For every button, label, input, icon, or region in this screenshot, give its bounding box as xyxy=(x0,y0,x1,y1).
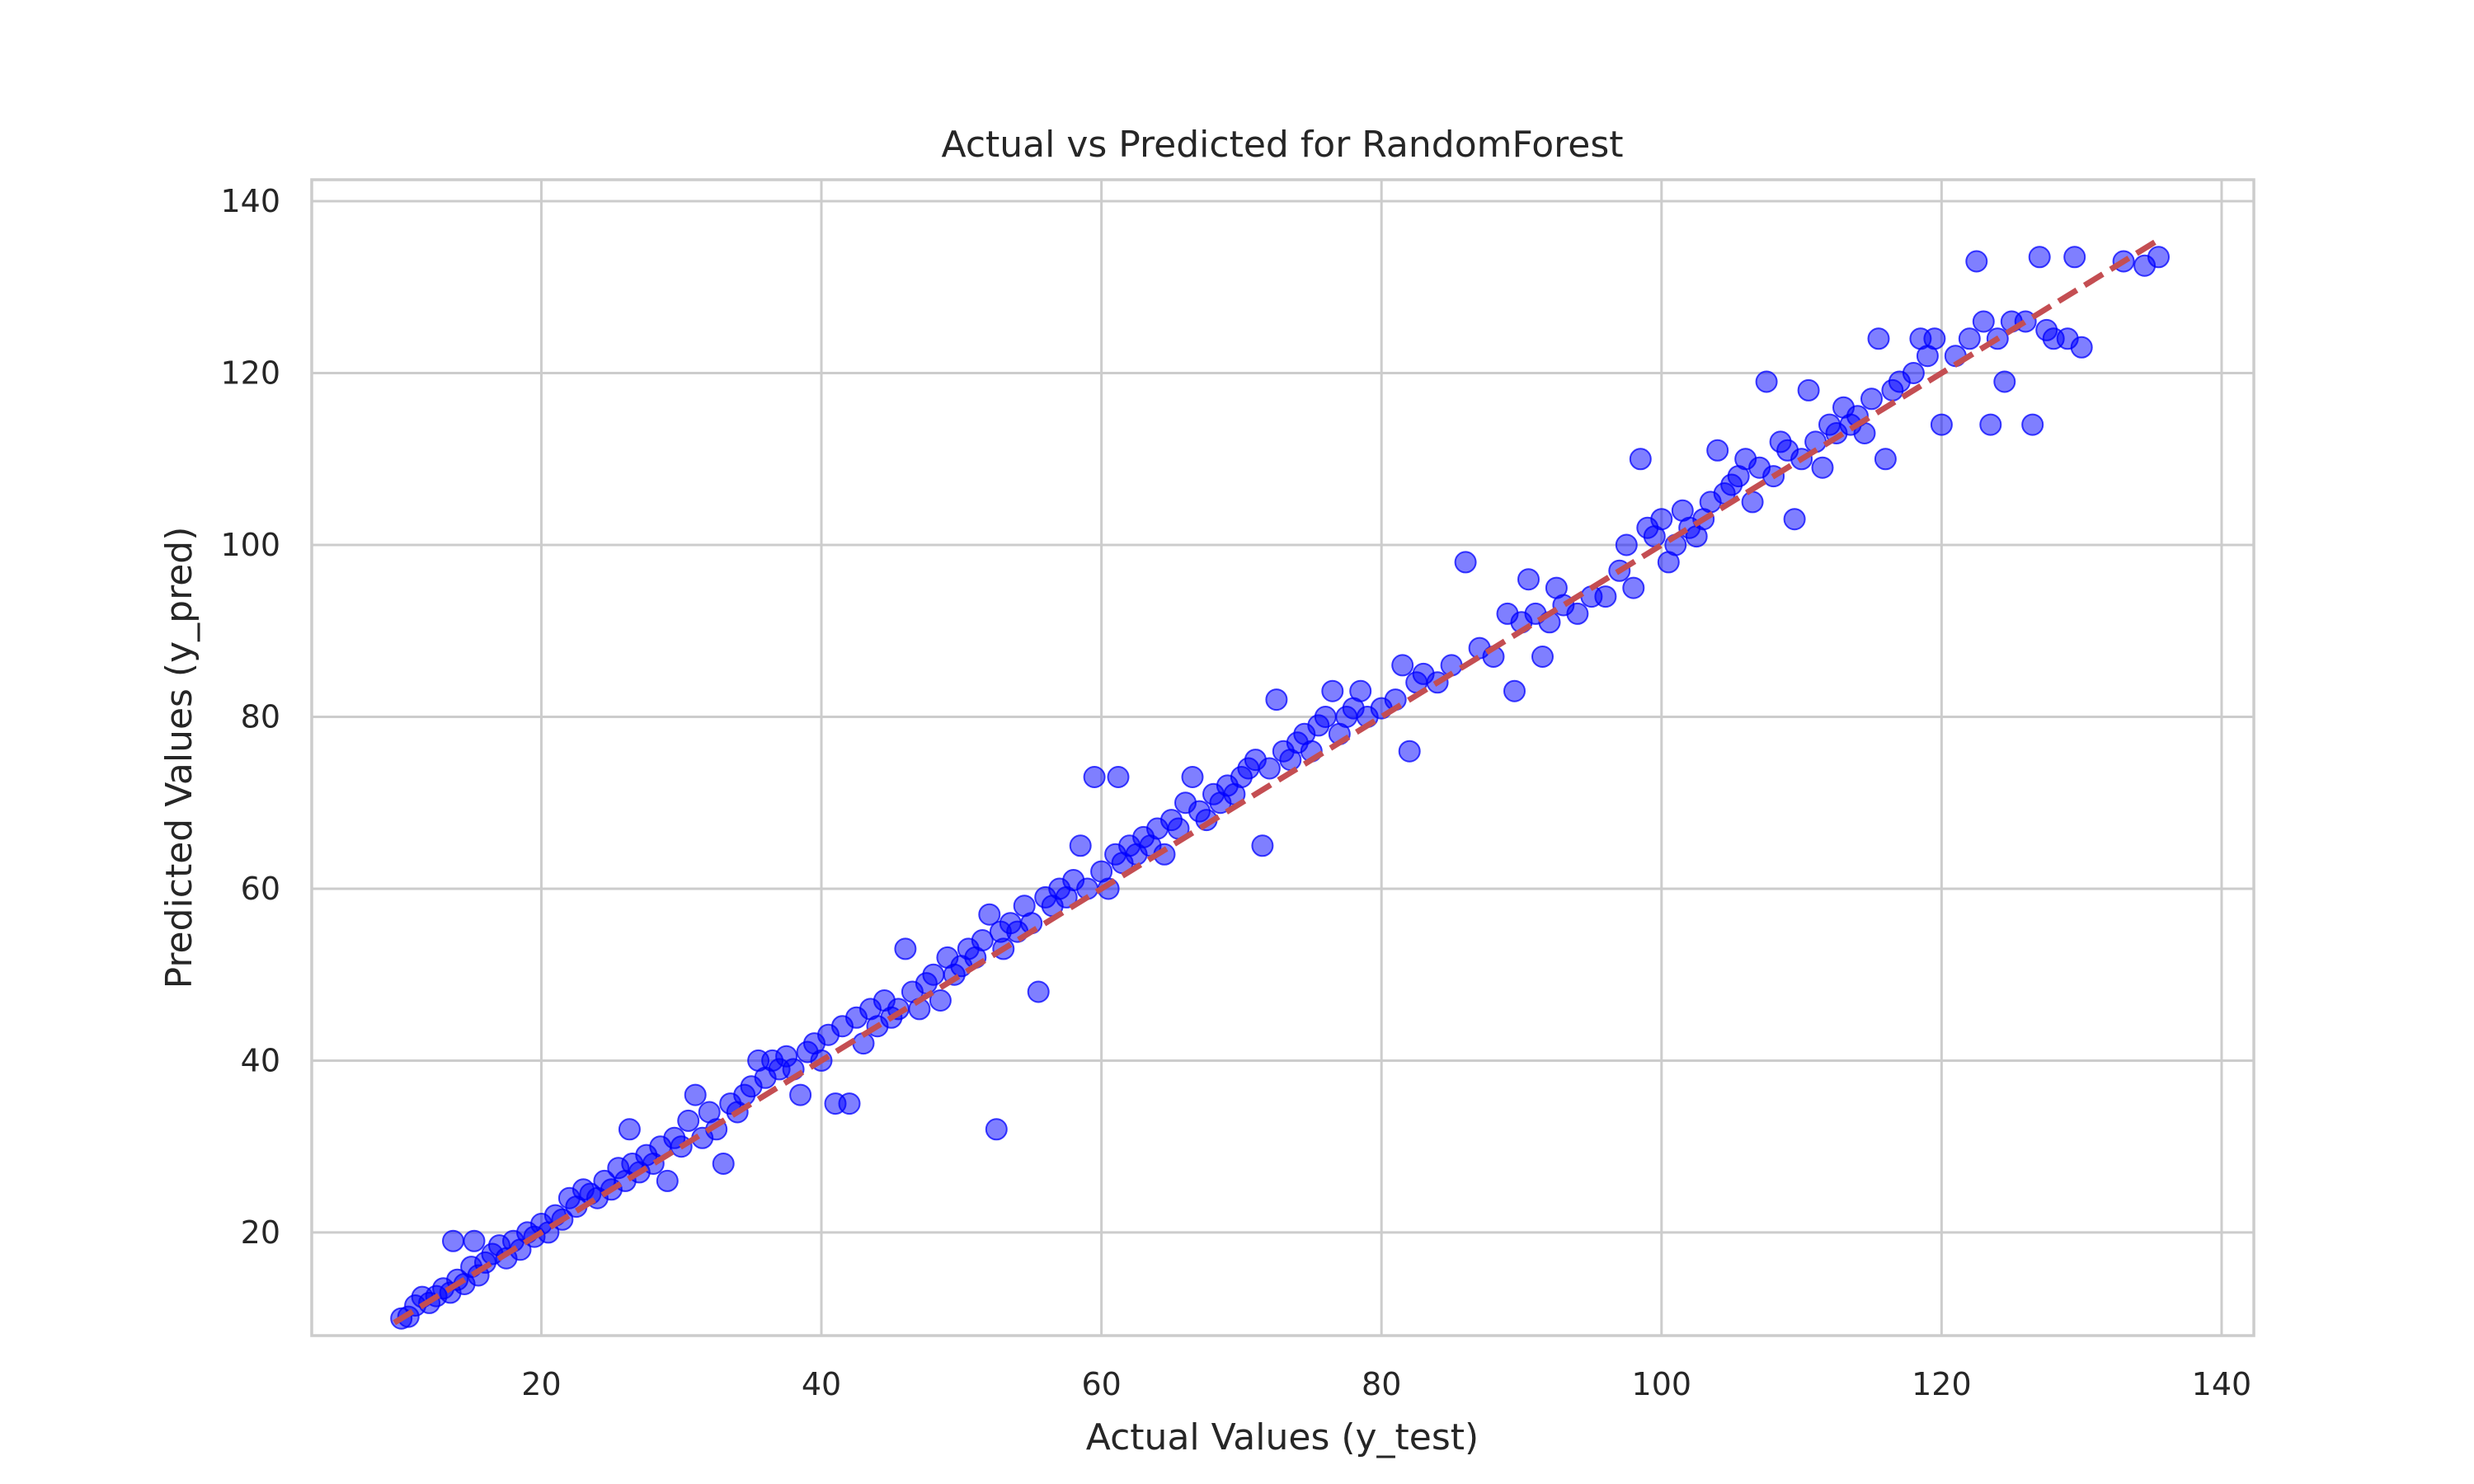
data-point xyxy=(1741,491,1764,514)
data-point xyxy=(1622,576,1645,599)
data-point xyxy=(894,937,917,960)
x-tick-label: 40 xyxy=(802,1366,841,1402)
data-point xyxy=(1755,370,1778,393)
data-point xyxy=(1902,362,1925,384)
x-tick-label: 120 xyxy=(1912,1366,1972,1402)
data-point xyxy=(1930,413,1953,436)
data-point xyxy=(684,1083,707,1106)
data-point xyxy=(1993,370,2016,393)
data-point xyxy=(2021,413,2044,436)
reference-line xyxy=(393,237,2161,1326)
data-point xyxy=(1069,834,1092,857)
data-point xyxy=(1181,766,1204,788)
x-axis-label: Actual Values (y_test) xyxy=(1086,1416,1479,1458)
data-point xyxy=(1321,679,1344,702)
data-point xyxy=(922,963,945,986)
data-point xyxy=(1860,387,1883,411)
y-tick-label: 40 xyxy=(241,1042,280,1078)
data-point xyxy=(1874,448,1897,471)
data-point xyxy=(656,1169,679,1192)
data-point xyxy=(1797,378,1820,402)
data-point xyxy=(712,1153,735,1175)
data-point xyxy=(677,1109,700,1132)
data-point xyxy=(985,1118,1008,1141)
data-point xyxy=(2063,246,2086,269)
data-point xyxy=(1107,766,1130,788)
data-point xyxy=(463,1229,486,1252)
data-point xyxy=(1979,413,2002,436)
data-point xyxy=(1615,533,1638,556)
x-tick-label: 80 xyxy=(1362,1366,1401,1402)
data-point xyxy=(1867,327,1890,350)
x-tick-label: 140 xyxy=(2192,1366,2252,1402)
x-tick-label: 100 xyxy=(1632,1366,1692,1402)
data-point xyxy=(1594,585,1617,608)
data-point xyxy=(1083,766,1106,788)
data-point xyxy=(838,1092,861,1115)
y-tick-labels: 20 40 60 80 100 120 140 xyxy=(220,183,280,1251)
data-point xyxy=(1258,757,1281,780)
data-point xyxy=(1531,646,1554,668)
data-point xyxy=(1454,551,1477,574)
data-point xyxy=(971,929,994,951)
x-tick-label: 60 xyxy=(1081,1366,1121,1402)
y-axis-label: Predicted Values (y_pred) xyxy=(158,527,200,989)
y-tick-label: 20 xyxy=(241,1214,280,1251)
data-point xyxy=(978,903,1001,926)
x-tick-label: 20 xyxy=(521,1366,561,1402)
data-point xyxy=(1923,327,1946,350)
data-point xyxy=(1265,688,1288,711)
y-tick-label: 140 xyxy=(220,183,280,219)
data-points xyxy=(390,246,2170,1330)
data-point xyxy=(1391,654,1414,677)
y-tick-label: 80 xyxy=(241,698,280,735)
chart-title: Actual vs Predicted for RandomForest xyxy=(942,124,1624,166)
x-tick-labels: 20 40 60 80 100 120 140 xyxy=(521,1366,2251,1402)
data-point xyxy=(1251,834,1274,857)
data-point xyxy=(2147,246,2170,269)
data-point xyxy=(1027,980,1050,1003)
y-tick-label: 100 xyxy=(220,527,280,563)
data-point xyxy=(1629,448,1652,471)
data-point xyxy=(1965,250,1988,273)
data-point xyxy=(1398,740,1421,763)
data-point xyxy=(1314,706,1337,728)
data-point xyxy=(929,989,952,1012)
data-point xyxy=(1503,679,1526,702)
plot-frame xyxy=(310,178,2255,1337)
data-point xyxy=(2070,336,2093,359)
reference-line-group xyxy=(393,237,2161,1326)
data-point xyxy=(2028,246,2051,269)
data-point xyxy=(789,1083,812,1106)
data-point xyxy=(442,1229,464,1252)
data-point xyxy=(1517,568,1540,591)
data-point xyxy=(1349,679,1372,702)
data-point xyxy=(1958,327,1981,350)
data-point xyxy=(1650,508,1673,531)
data-point xyxy=(618,1118,641,1141)
data-point xyxy=(1706,439,1729,462)
data-point xyxy=(1783,508,1806,531)
y-tick-label: 120 xyxy=(220,355,280,392)
y-tick-label: 60 xyxy=(241,871,280,907)
data-point xyxy=(1566,602,1589,625)
data-point xyxy=(1972,310,1995,333)
data-point xyxy=(1811,456,1834,479)
